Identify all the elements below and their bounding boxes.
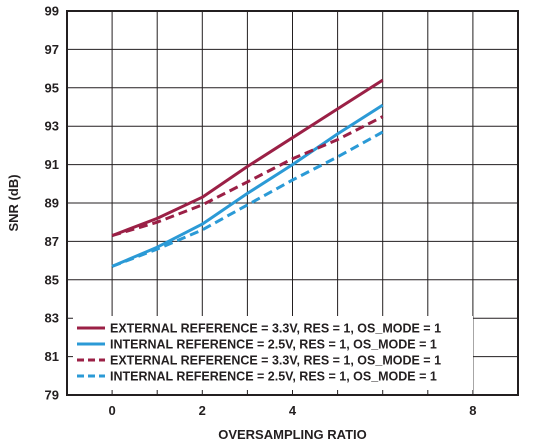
legend-label-4: INTERNAL REFERENCE = 2.5V, RES = 1, OS_M… (110, 370, 437, 384)
y-tick-label: 81 (45, 349, 59, 364)
x-tick-label: 2 (199, 403, 206, 418)
series-lines (111, 78, 384, 268)
x-tick-label: 8 (469, 403, 476, 418)
series-line-3 (111, 115, 384, 238)
x-tick-label: 0 (108, 403, 115, 418)
legend: EXTERNAL REFERENCE = 3.3V, RES = 1, OS_M… (73, 316, 473, 390)
y-tick-label: 85 (45, 272, 59, 287)
plot-frame (66, 10, 519, 396)
y-tick-label: 97 (45, 42, 59, 57)
y-tick-label: 79 (45, 388, 59, 403)
y-tick-label: 87 (45, 234, 59, 249)
y-tick-label: 99 (45, 4, 59, 19)
y-tick-label: 95 (45, 80, 59, 95)
legend-box (73, 316, 473, 390)
legend-label-2: INTERNAL REFERENCE = 2.5V, RES = 1, OS_M… (110, 338, 437, 352)
x-axis-title: OVERSAMPLING RATIO (218, 427, 367, 442)
series-line-1 (111, 78, 384, 238)
x-tick-label: 4 (289, 403, 297, 418)
y-tick-label: 89 (45, 196, 59, 211)
legend-label-3: EXTERNAL REFERENCE = 3.3V, RES = 1, OS_M… (110, 354, 441, 368)
y-tick-label: 83 (45, 311, 59, 326)
y-axis-title: SNR (dB) (6, 174, 21, 231)
y-tick-label: 91 (45, 157, 59, 172)
series-line-2 (111, 103, 384, 268)
axis-ticks: 79 81 83 85 87 89 91 93 95 97 99 0 2 4 8 (45, 4, 477, 419)
series-line-4 (111, 130, 384, 268)
y-tick-label: 93 (45, 119, 59, 134)
legend-label-1: EXTERNAL REFERENCE = 3.3V, RES = 1, OS_M… (110, 322, 441, 336)
